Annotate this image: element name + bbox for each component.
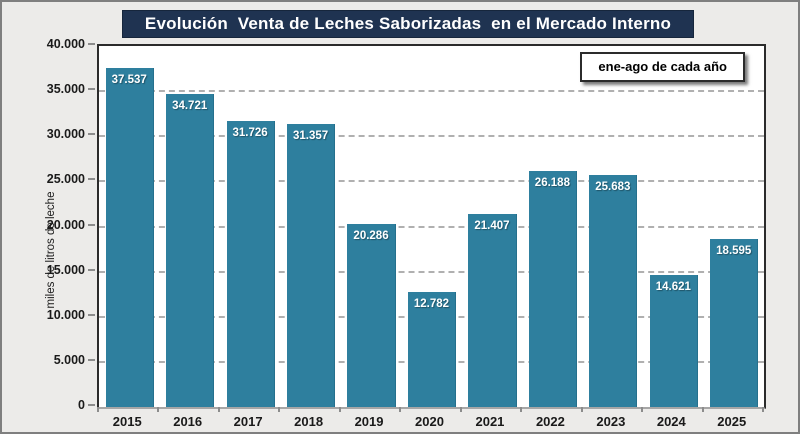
bar-value-label: 20.286: [353, 229, 389, 242]
bar: 18.595: [710, 239, 759, 407]
gridline: [99, 135, 764, 138]
x-axis-label: 2020: [415, 414, 444, 429]
y-axis-tick-label: 25.000: [46, 172, 85, 187]
bar-value-label: 18.595: [716, 245, 752, 258]
bar: 26.188: [528, 170, 577, 407]
bar: 31.357: [287, 124, 336, 407]
x-tick-mark: [580, 407, 583, 412]
gridline: [99, 225, 764, 228]
y-axis-tick-label: 40.000: [46, 37, 85, 51]
legend-box: ene-ago de cada año: [580, 52, 745, 82]
x-axis-label: 2018: [294, 414, 324, 429]
bar-value-label: 25.683: [595, 181, 631, 194]
bar: 25.683: [589, 175, 638, 407]
x-axis-label: 2024: [656, 414, 686, 429]
legend-label: ene-ago de cada año: [598, 59, 727, 74]
bar-value-label: 14.621: [655, 281, 691, 294]
y-tick-mark: [88, 268, 95, 271]
bar: 37.537: [105, 68, 154, 407]
y-axis: miles de litros de leche 0 5.000 10.000 15.…: [2, 37, 95, 412]
x-axis-label: 2022: [535, 414, 565, 429]
y-tick-mark: [88, 178, 95, 181]
x-tick-mark: [520, 407, 523, 412]
y-axis-tick-label: 5.000: [53, 352, 85, 367]
x-tick-mark: [97, 407, 99, 412]
x-tick-mark: [762, 407, 764, 412]
y-axis-tick-label: 20.000: [46, 217, 85, 232]
x-tick-mark: [338, 407, 341, 412]
y-tick-mark: [88, 88, 95, 91]
bar-value-label: 26.188: [534, 176, 570, 189]
bar-value-label: 31.726: [232, 126, 268, 139]
y-axis-tick-label: 35.000: [46, 82, 85, 97]
x-axis-label: 2017: [233, 414, 263, 429]
y-tick-mark: [88, 313, 95, 316]
x-tick-mark: [459, 407, 462, 412]
y-tick-mark: [88, 358, 95, 361]
y-axis-tick-label: 15.000: [46, 262, 85, 277]
bar-value-label: 31.357: [292, 130, 329, 143]
x-axis-label: 2015: [112, 414, 142, 429]
y-axis-tick-label: 0: [78, 398, 85, 412]
bar-value-label: 34.721: [172, 99, 208, 112]
x-axis-label: 2023: [596, 414, 626, 429]
title-banner: Evolución Venta de Leches Saborizadas en…: [122, 10, 694, 38]
bar-value-label: 21.407: [474, 219, 510, 232]
x-axis-label: 2019: [354, 414, 384, 429]
x-tick-mark: [701, 407, 704, 412]
x-axis-label: 2021: [475, 414, 505, 429]
bar-value-label: 12.782: [413, 297, 450, 310]
x-axis-label: 2016: [173, 414, 203, 429]
y-tick-mark: [88, 223, 95, 226]
y-tick-mark: [88, 133, 95, 136]
x-tick-mark: [278, 407, 281, 412]
bar: 21.407: [468, 213, 517, 407]
plot-area: 37.537 34.721 31.726 31.357 20.286 12.782 21.4…: [97, 44, 766, 409]
x-axis: 2015 2016 2017 2018 2019 2020 2021 2022 2023 2024…: [97, 407, 766, 432]
y-axis-tick-label: 30.000: [46, 127, 85, 142]
x-tick-mark: [399, 407, 402, 412]
y-tick-mark: [88, 43, 95, 45]
bar: 14.621: [649, 275, 698, 407]
x-tick-mark: [157, 407, 160, 412]
bar: 34.721: [166, 93, 215, 407]
gridline: [99, 90, 764, 93]
bar: 20.286: [347, 223, 396, 407]
gridline: [99, 270, 764, 273]
bar: 31.726: [226, 120, 275, 407]
y-tick-mark: [88, 404, 95, 406]
bar: 12.782: [407, 291, 457, 407]
y-axis-tick-label: 10.000: [46, 307, 85, 322]
gridline: [99, 180, 764, 183]
chart-title: Evolución Venta de Leches Saborizadas en…: [144, 14, 672, 33]
bar-value-label: 37.537: [111, 74, 147, 87]
x-tick-mark: [641, 407, 644, 412]
x-axis-label: 2025: [717, 414, 747, 429]
x-tick-mark: [217, 407, 220, 412]
